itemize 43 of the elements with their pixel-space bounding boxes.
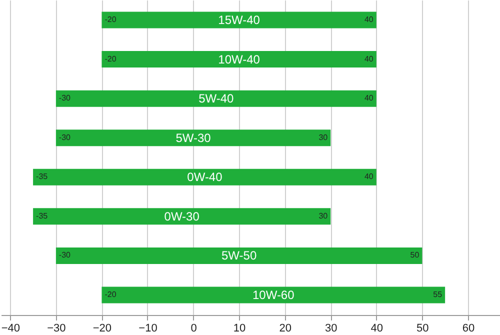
annotation: -20 (104, 54, 117, 64)
x-tick-label: 30 (324, 322, 338, 334)
x-tick-label: 50 (416, 322, 429, 334)
annotation: 30 (318, 132, 328, 142)
annotation: -30 (58, 250, 72, 260)
x-tick-label: 20 (279, 322, 292, 334)
bar (33, 168, 376, 186)
annotation: -20 (104, 15, 117, 24)
y-tick-label: 0W-40 (187, 170, 223, 184)
bar (102, 12, 376, 28)
bar (102, 51, 376, 68)
annotation: -30 (58, 132, 72, 142)
x-tick-label: 60 (462, 322, 475, 334)
annotation: -35 (36, 211, 48, 220)
annotation: -30 (58, 94, 72, 103)
x-tick-label: −30 (47, 322, 66, 334)
x-tick-label: 10 (233, 322, 246, 334)
bar (56, 130, 331, 146)
x-tick-label: −20 (92, 322, 112, 334)
y-tick-label: 10W-40 (218, 52, 260, 66)
y-tick-label: 15W-40 (218, 13, 260, 28)
annotation: -35 (36, 172, 48, 182)
bar (56, 90, 376, 107)
y-tick-label: 5W-30 (176, 130, 212, 145)
bar (33, 208, 331, 225)
annotation: 40 (364, 94, 374, 103)
x-tick-label: 40 (370, 322, 384, 334)
bar (56, 247, 422, 264)
x-tick-label: −10 (138, 322, 158, 334)
bar (102, 286, 446, 304)
annotation: 30 (318, 211, 328, 220)
y-tick-label: 5W-40 (198, 92, 234, 106)
y-tick-label: 5W-50 (221, 248, 257, 263)
annotation: -20 (104, 290, 117, 299)
annotation: 40 (364, 54, 374, 64)
annotation: 55 (433, 290, 443, 299)
x-tick-label: −40 (1, 322, 20, 334)
annotation: 50 (410, 250, 420, 260)
y-tick-label: 10W-60 (252, 288, 295, 302)
annotation: 40 (364, 15, 374, 24)
x-tick-label: 0 (190, 322, 197, 334)
annotation: 40 (364, 172, 374, 182)
y-tick-label: 0W-30 (164, 209, 200, 224)
